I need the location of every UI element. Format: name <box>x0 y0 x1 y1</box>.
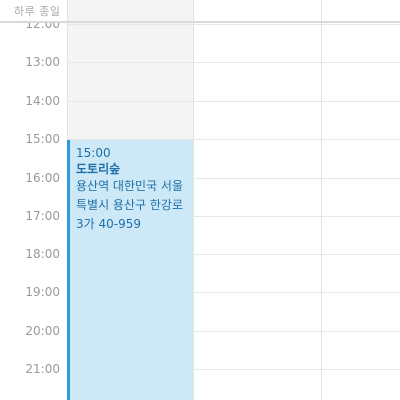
calendar-event[interactable]: 15:00 도토리숲 용산역 대한민국 서울특별시 용산구 한강로3가 40-9… <box>67 140 193 400</box>
event-location: 용산역 대한민국 서울특별시 용산구 한강로3가 40-959 <box>76 179 183 231</box>
hour-label: 19:00 <box>25 285 60 299</box>
hour-line <box>67 24 400 25</box>
hour-line <box>67 254 400 255</box>
hour-line <box>67 178 400 179</box>
column-divider <box>321 0 322 400</box>
all-day-row[interactable]: 하루 종일 <box>0 0 400 22</box>
all-day-divider <box>0 21 400 23</box>
hour-line <box>67 216 400 217</box>
all-day-shading <box>67 0 193 22</box>
hour-label: 16:00 <box>25 171 60 185</box>
column-divider <box>193 0 194 400</box>
column-divider <box>321 0 322 22</box>
column-divider <box>193 0 194 22</box>
hour-label: 14:00 <box>25 94 60 108</box>
past-time-shading <box>67 0 193 140</box>
hour-line <box>67 369 400 370</box>
all-day-label: 하루 종일 <box>14 5 61 18</box>
hour-line <box>67 101 400 102</box>
hour-label: 17:00 <box>25 209 60 223</box>
hour-label: 20:00 <box>25 324 60 338</box>
column-divider <box>67 0 68 22</box>
hour-label: 21:00 <box>25 362 60 376</box>
event-time: 15:00 <box>76 146 111 160</box>
hour-label: 13:00 <box>25 55 60 69</box>
hour-line <box>67 331 400 332</box>
hour-label: 15:00 <box>25 132 60 146</box>
hour-label: 18:00 <box>25 247 60 261</box>
hour-line <box>67 292 400 293</box>
event-title: 도토리숲 <box>76 162 121 176</box>
hour-line <box>67 139 400 140</box>
hour-line <box>67 62 400 63</box>
